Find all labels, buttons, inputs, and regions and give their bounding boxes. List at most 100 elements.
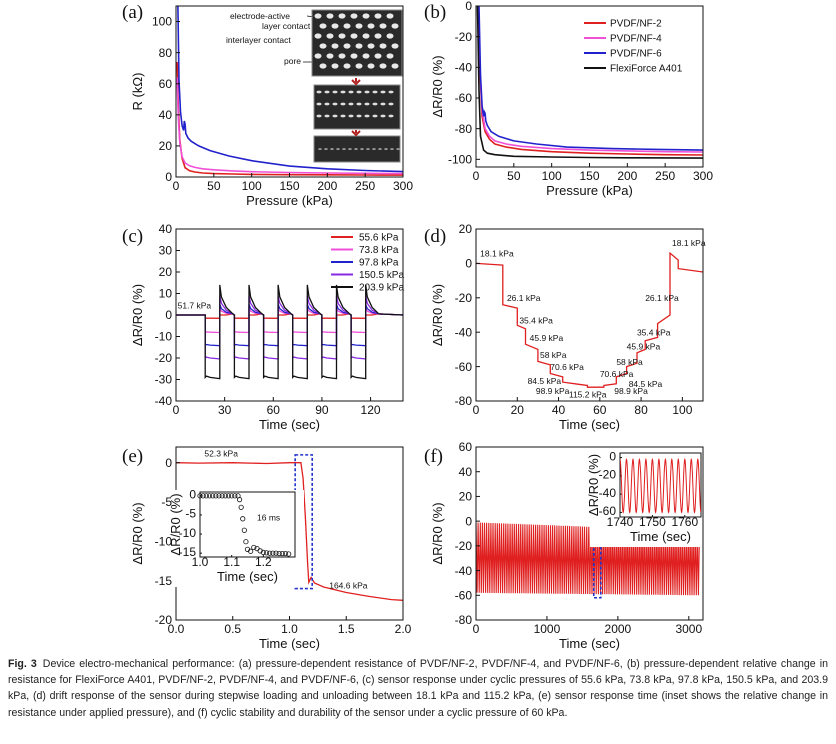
pore-dot [314,33,322,39]
inset-point [270,550,276,556]
pore-dot [338,33,346,39]
y-tick-label: 0 [465,0,472,13]
y-tick-label: 20 [459,222,473,236]
pore-dot [356,90,362,94]
x-tick-label: 1.2 [255,555,272,569]
x-axis-title: Time (sec) [559,417,620,432]
legend-label: 97.8 kPa [359,258,399,269]
y-tick-label: -100 [448,153,472,167]
pore-dot [332,102,338,106]
inset-point [260,549,266,556]
inset-point [241,527,247,533]
x-tick-label: 50 [207,179,221,193]
y-tick-label: 0 [465,514,472,528]
inset-point [279,550,285,557]
legend-label: PVDF/NF-2 [610,19,662,30]
y-tick-label: 0 [465,257,472,271]
series-line-PVDF/NF-4 [477,6,703,153]
inset-annotation: 16 ms [257,513,280,523]
inset-point [267,550,273,556]
y-tick-label: -60 [455,588,473,602]
y-tick-label: -15 [179,545,197,559]
inset-point [282,550,289,557]
pore-dot [386,53,394,59]
pore-dot [354,148,358,150]
y-tick-label: 60 [459,440,473,454]
x-tick-label: 1740 [607,515,634,529]
pore-dot [324,102,330,106]
inset-point [232,493,238,499]
x-tick-label: 80 [634,403,648,417]
step-label: 18.1 kPa [480,249,514,259]
series-line-PVDF/NF-6 [177,6,403,173]
inset-plot [620,458,701,514]
pore-dot [336,148,340,150]
x-tick-label: 0 [473,403,480,417]
x-tick-label: 3000 [675,622,702,636]
inset-point [273,550,279,556]
series-line-PVDF/NF-6 [478,6,703,151]
pore-dot [364,90,370,94]
x-tick-label: 0.5 [224,622,241,636]
step-label: 58 kPa [616,357,643,367]
inset-point [219,493,225,499]
pore-dot [367,63,375,69]
x-axis-title: Time (sec) [259,417,320,432]
step-label: 70.6 kPa [550,362,584,372]
panel-letter: (d) [424,226,446,247]
step-label: 98.9 kPa [614,386,648,396]
pore-dot [348,114,354,118]
y-tick-label: -40 [455,564,473,578]
pore-dot [326,13,334,19]
y-tick-label: 20 [459,490,473,504]
step-label: 98.9 kPa [536,386,570,396]
pore-dot [372,90,378,94]
y-tick-label: 0 [609,449,616,463]
y-axis-title: R (kΩ) [130,73,145,111]
pore-dot [332,114,338,118]
x-axis-title: Time (sec) [259,636,320,651]
x-tick-label: 150 [279,179,299,193]
y-tick-label: -20 [455,291,473,305]
y-tick-label: 80 [159,46,173,60]
x-tick-label: 0 [173,179,180,193]
x-tick-label: 90 [315,403,329,417]
pore-dot [388,102,394,106]
inset-point [203,493,209,499]
caption-text: Device electro-mechanical performance: (… [8,658,828,719]
plot-area-a [176,6,403,176]
plot-area-f [476,522,701,596]
y-tick-label: -5 [185,507,196,521]
step-label: 84.5 kPa [629,379,663,389]
pore-dot [372,148,376,150]
panel-letter: (c) [122,226,143,247]
pore-dot [362,33,370,39]
x-tick-label: 100 [242,179,262,193]
series-line-PVDF/NF-4 [176,77,403,175]
x-tick-label: 100 [542,169,562,183]
pore-dot [391,63,399,69]
pore-dot [380,102,386,106]
x-tick-label: 40 [552,403,566,417]
pore-dot [362,13,370,19]
plot-frame [475,446,704,621]
plot-frame [475,5,704,168]
pore-dot [343,23,351,29]
annotation: 164.6 kPa [329,581,368,591]
series-line-203.9 kPa [176,284,403,380]
inset-point [240,516,246,522]
step-label: 35.4 kPa [519,316,553,326]
x-tick-label: 60 [593,403,607,417]
pore-dot [319,23,327,29]
y-tick-label: 0 [165,456,172,470]
x-tick-label: 1.1 [223,555,240,569]
annotation: 52.3 kPa [204,448,238,458]
y-tick-label: 30 [159,244,173,258]
x-tick-label: 0 [173,403,180,417]
legend-label: PVDF/NF-4 [610,34,662,45]
x-axis-title: Pressure (kPa) [546,183,633,198]
step-label: 26.1 kPa [507,293,541,303]
inset-point [197,493,203,499]
plot-area-e [176,462,403,601]
